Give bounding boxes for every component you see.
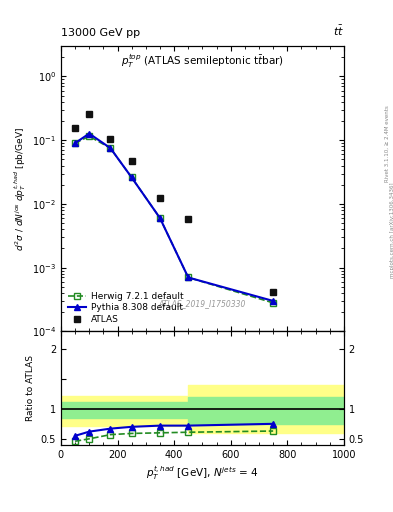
Pythia 8.308 default bbox=[87, 131, 92, 137]
ATLAS bbox=[108, 136, 113, 142]
ATLAS bbox=[271, 289, 275, 295]
ATLAS bbox=[186, 217, 191, 223]
Y-axis label: Ratio to ATLAS: Ratio to ATLAS bbox=[26, 355, 35, 421]
Herwig 7.2.1 default bbox=[108, 145, 113, 151]
Herwig 7.2.1 default bbox=[271, 300, 275, 306]
Text: Rivet 3.1.10, ≥ 2.4M events: Rivet 3.1.10, ≥ 2.4M events bbox=[385, 105, 389, 182]
Line: Pythia 8.308 default: Pythia 8.308 default bbox=[72, 131, 276, 304]
Legend: Herwig 7.2.1 default, Pythia 8.308 default, ATLAS: Herwig 7.2.1 default, Pythia 8.308 defau… bbox=[65, 289, 186, 327]
Line: Herwig 7.2.1 default: Herwig 7.2.1 default bbox=[72, 133, 276, 306]
Herwig 7.2.1 default bbox=[87, 133, 92, 139]
X-axis label: $p_T^{t,had}$ [GeV], $N^{jets}$ = 4: $p_T^{t,had}$ [GeV], $N^{jets}$ = 4 bbox=[146, 464, 259, 482]
Text: $t\bar{t}$: $t\bar{t}$ bbox=[333, 24, 344, 38]
Text: ATLAS_2019_I1750330: ATLAS_2019_I1750330 bbox=[159, 300, 246, 309]
ATLAS bbox=[158, 195, 162, 201]
Herwig 7.2.1 default bbox=[158, 215, 162, 221]
ATLAS bbox=[73, 125, 77, 131]
Herwig 7.2.1 default bbox=[129, 175, 134, 181]
Text: 13000 GeV pp: 13000 GeV pp bbox=[61, 28, 140, 38]
Y-axis label: $d^2\sigma$ / $dN^{jos}$ $dp_T^{t,had}$ [pb/GeV]: $d^2\sigma$ / $dN^{jos}$ $dp_T^{t,had}$ … bbox=[12, 126, 28, 251]
Pythia 8.308 default bbox=[186, 274, 191, 281]
ATLAS bbox=[129, 158, 134, 164]
Pythia 8.308 default bbox=[129, 175, 134, 181]
Text: $p_T^{top}$ (ATLAS semileptonic t$\bar{t}$bar): $p_T^{top}$ (ATLAS semileptonic t$\bar{t… bbox=[121, 52, 284, 70]
Text: mcplots.cern.ch [arXiv:1306.3436]: mcplots.cern.ch [arXiv:1306.3436] bbox=[390, 183, 393, 278]
Pythia 8.308 default bbox=[73, 140, 77, 146]
Herwig 7.2.1 default bbox=[186, 274, 191, 281]
ATLAS bbox=[87, 111, 92, 117]
Herwig 7.2.1 default bbox=[73, 140, 77, 146]
Line: ATLAS: ATLAS bbox=[72, 111, 277, 295]
Pythia 8.308 default bbox=[108, 145, 113, 151]
Pythia 8.308 default bbox=[158, 215, 162, 221]
Pythia 8.308 default bbox=[271, 298, 275, 304]
